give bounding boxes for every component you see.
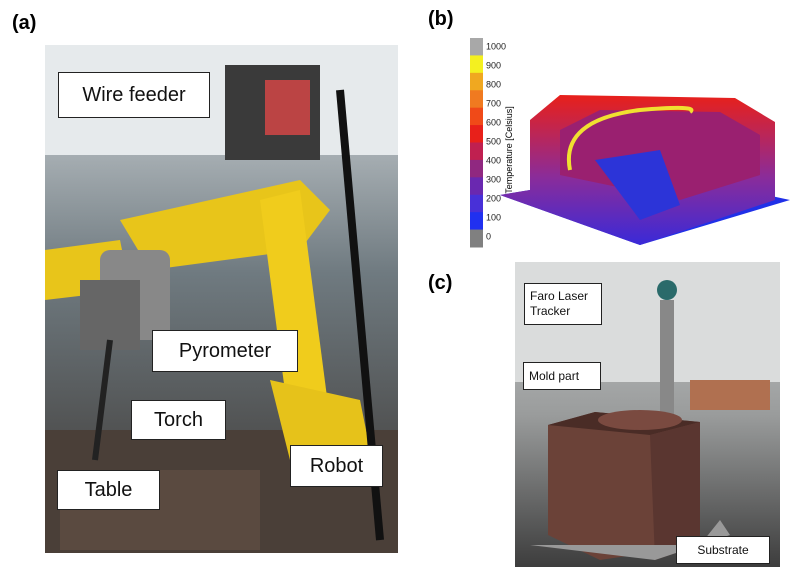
callout: Faro Laser Tracker [524,283,602,325]
colorbar-segment [470,125,483,143]
colorbar-tick-label: 100 [486,212,501,222]
colorbar-segment [470,55,483,73]
colorbar-tick-label: 200 [486,193,501,203]
panel-label: (c) [428,272,452,295]
callout: Wire feeder [58,72,210,118]
colorbar-segment [470,212,483,230]
callout: Table [57,470,160,510]
colorbar-tick-label: 500 [486,136,501,146]
colorbar-title: Temperature [Celsius] [504,106,514,194]
colorbar-tick-label: 800 [486,79,501,89]
callout: Pyrometer [152,330,298,372]
colorbar-segment [470,177,483,195]
colorbar-tick-label: 400 [486,155,501,165]
colorbar-tick-label: 300 [486,174,501,184]
colorbar-segment [470,38,483,56]
figure: 10009008007006005004003002001000 Tempera… [0,0,805,567]
colorbar-tick-label: 900 [486,60,501,70]
colorbar-segment [470,160,483,178]
colorbar-tick-label: 1000 [486,41,506,51]
callout: Mold part [523,362,601,390]
colorbar-segment [470,143,483,161]
colorbar-segment [470,90,483,108]
colorbar-segment [470,230,483,248]
colorbar-segment [470,73,483,91]
callout: Robot [290,445,383,487]
colorbar-tick-label: 600 [486,117,501,127]
colorbar-tick-label: 0 [486,231,491,241]
colorbar-tick-label: 700 [486,98,501,108]
colorbar-segment [470,195,483,213]
panel-label: (b) [428,8,454,31]
callout: Torch [131,400,226,440]
colorbar-segment [470,108,483,126]
callout: Substrate [676,536,770,564]
panel-label: (a) [12,12,36,35]
